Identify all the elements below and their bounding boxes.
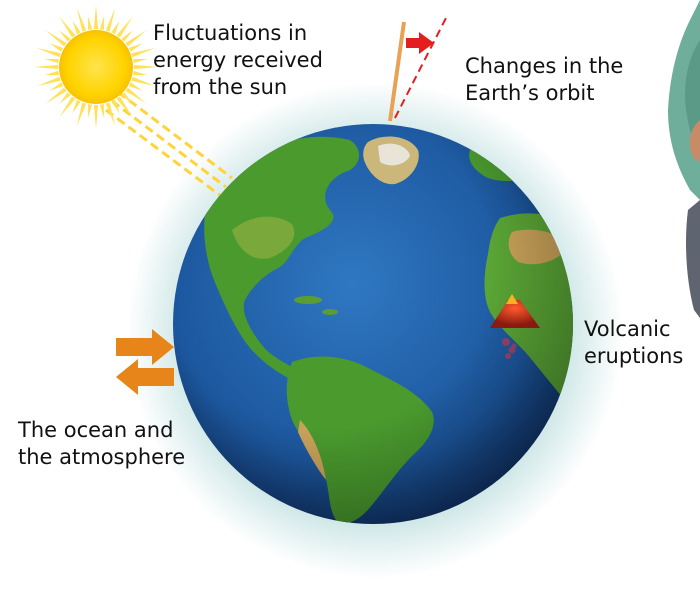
sun-ray	[93, 5, 99, 30]
sun-ray	[121, 30, 133, 42]
sun-ray	[105, 102, 116, 126]
sun-ray	[59, 30, 71, 42]
sun-ray	[128, 82, 143, 91]
sun-ray	[44, 70, 59, 76]
tilt-direction-arrow	[406, 32, 434, 54]
sun-ray	[125, 87, 147, 104]
exchange-arrows-icon	[116, 329, 174, 395]
sun-ray	[133, 64, 158, 70]
sun-icon	[34, 5, 158, 129]
sun-ray	[44, 58, 59, 64]
sun-energy-label: Fluctuations in energy received from the…	[153, 21, 323, 99]
sun-ray	[99, 15, 105, 30]
sun-ray	[133, 58, 148, 64]
sun-ray	[45, 87, 67, 104]
sun-ray	[37, 47, 61, 58]
sun-ray	[93, 104, 99, 129]
person-figure-icon	[668, 0, 700, 318]
ocean-atmosphere-label: The ocean and the atmosphere	[18, 418, 186, 469]
sun-ray	[49, 82, 64, 91]
axis-tilt-arrow-icon	[388, 17, 447, 122]
sun-ray	[34, 64, 59, 70]
sun-ray	[76, 8, 87, 32]
sun-ray	[72, 20, 81, 35]
sun-ray	[111, 99, 120, 114]
sun-ray	[45, 30, 67, 47]
sun-ray	[125, 30, 147, 47]
sun-ray	[105, 8, 116, 32]
sun-ray	[116, 96, 133, 118]
rotation-axis	[388, 21, 406, 122]
sun-ray	[59, 16, 76, 38]
sun-ray	[59, 96, 76, 118]
sun-ray	[133, 70, 148, 76]
sun-corona	[34, 5, 158, 129]
volcanic-eruptions-label: Volcanic eruptions	[584, 317, 684, 368]
sun-ray	[49, 43, 64, 52]
sun-ray	[37, 76, 61, 87]
sun-ray	[99, 104, 105, 119]
sun-ray	[116, 16, 133, 38]
earth-globe-icon	[173, 124, 573, 524]
sun-ray	[121, 92, 133, 104]
sun-ray	[59, 92, 71, 104]
sun-rays	[105, 90, 233, 198]
sun-ray	[131, 47, 155, 58]
volcano-icon	[490, 294, 540, 359]
sun-ray	[76, 102, 87, 126]
sun-ray	[131, 76, 155, 87]
tilted-axis	[394, 17, 447, 119]
sun-ray	[128, 43, 143, 52]
sun-ray	[72, 99, 81, 114]
sun-ray	[111, 20, 120, 35]
sun-ray	[87, 104, 93, 119]
orbit-changes-label: Changes in the Earth’s orbit	[465, 54, 624, 105]
sun-ray	[87, 15, 93, 30]
